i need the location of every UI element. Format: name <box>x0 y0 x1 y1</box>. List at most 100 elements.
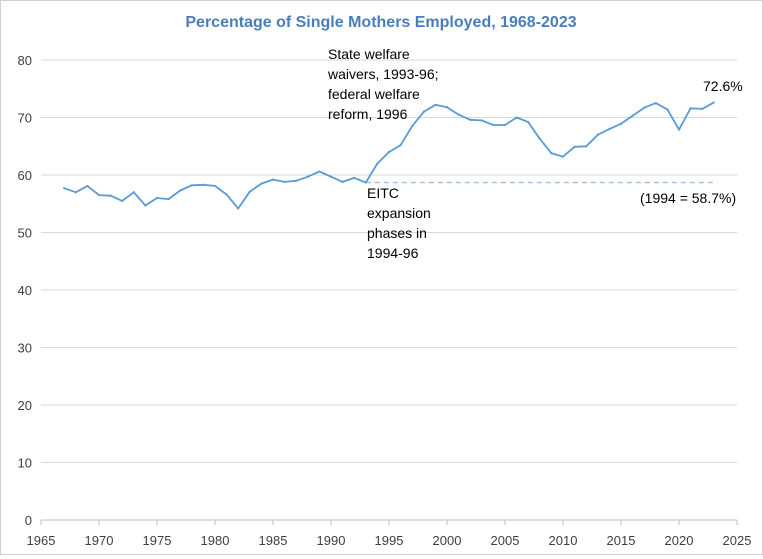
data-point <box>353 176 356 179</box>
data-point <box>480 119 483 122</box>
data-point <box>387 150 391 154</box>
data-point <box>318 170 321 173</box>
data-point <box>190 184 193 187</box>
data-point <box>527 121 530 124</box>
data-point <box>492 123 495 127</box>
y-tick-label: 50 <box>18 226 32 241</box>
welfare-annotation: State welfare waivers, 1993-96; federal … <box>327 46 442 122</box>
x-axis-ticks: 1965 1970 1975 1980 1985 1990 1995 2000 2005 2010… <box>27 533 752 548</box>
data-point <box>631 114 634 117</box>
welfare-line-1: State welfare <box>328 46 410 62</box>
data-point <box>202 183 205 186</box>
y-tick-label: 20 <box>18 398 32 413</box>
series-layer <box>63 101 715 210</box>
reference-label: (1994 = 58.7%) <box>640 190 736 206</box>
y-tick-label: 40 <box>18 283 32 298</box>
data-point <box>434 103 437 106</box>
data-point <box>469 118 472 121</box>
y-tick-label: 70 <box>18 111 32 126</box>
data-point <box>225 193 228 196</box>
x-tick-label: 2025 <box>723 533 752 548</box>
x-tick-label: 1965 <box>27 533 56 548</box>
data-point <box>550 152 553 155</box>
data-point <box>248 190 251 193</box>
x-tick-label: 2015 <box>607 533 636 548</box>
x-tick-label: 1990 <box>317 533 346 548</box>
data-point <box>561 155 565 158</box>
x-tick-label: 1970 <box>85 533 114 548</box>
x-tick-label: 1980 <box>201 533 230 548</box>
data-point <box>701 107 704 110</box>
data-point <box>457 113 460 116</box>
y-tick-label: 80 <box>18 53 32 68</box>
welfare-line-4: reform, 1996 <box>328 106 408 122</box>
data-point <box>97 194 101 197</box>
data-point <box>179 189 182 192</box>
x-tick-label: 2000 <box>433 533 462 548</box>
data-point <box>654 102 657 105</box>
data-point <box>422 110 425 113</box>
x-tick-label: 2010 <box>549 533 578 548</box>
data-point <box>712 101 715 104</box>
data-point <box>329 175 333 178</box>
data-point <box>445 106 449 109</box>
data-point <box>144 204 147 207</box>
data-point <box>364 181 367 184</box>
welfare-line-2: waivers, 1993-96; <box>327 66 439 82</box>
data-point <box>411 125 414 128</box>
axes <box>40 519 738 525</box>
data-point <box>643 106 646 109</box>
data-point <box>608 127 611 131</box>
data-point <box>538 137 541 140</box>
x-tick-label: 1995 <box>375 533 404 548</box>
data-point <box>306 175 309 178</box>
x-tick-label: 1985 <box>259 533 288 548</box>
y-tick-label: 10 <box>18 456 32 471</box>
data-point <box>155 196 159 200</box>
data-point <box>376 162 379 165</box>
data-point <box>596 133 599 136</box>
data-point <box>213 184 217 188</box>
data-point <box>295 179 298 182</box>
data-point <box>74 191 77 194</box>
data-point <box>167 198 170 201</box>
data-point <box>271 178 275 181</box>
data-point <box>121 199 124 202</box>
data-point <box>260 182 263 185</box>
data-point <box>619 122 623 125</box>
data-point <box>689 107 692 110</box>
x-tick-label: 2005 <box>491 533 520 548</box>
data-point <box>132 191 135 194</box>
eitc-line-1: EITC <box>367 185 399 201</box>
data-point <box>399 144 402 147</box>
data-point <box>283 180 286 183</box>
y-tick-label: 0 <box>25 513 32 528</box>
data-point <box>63 187 66 190</box>
data-point <box>515 116 518 119</box>
data-point <box>503 123 507 127</box>
data-point <box>573 145 576 148</box>
end-value-label: 72.6% <box>703 78 743 94</box>
data-point <box>237 207 240 210</box>
y-tick-label: 60 <box>18 168 32 183</box>
gridlines <box>41 59 737 463</box>
x-tick-label: 1975 <box>143 533 172 548</box>
data-point <box>677 128 681 131</box>
eitc-annotation: EITC expansion phases in 1994-96 <box>367 185 435 261</box>
data-point <box>341 180 344 183</box>
annotations: State welfare waivers, 1993-96; federal … <box>327 46 743 261</box>
data-point <box>666 108 669 111</box>
eitc-line-2: expansion <box>367 205 431 221</box>
y-tick-label: 30 <box>18 341 32 356</box>
chart-title: Percentage of Single Mothers Employed, 1… <box>185 14 576 31</box>
y-axis-ticks: 0 10 20 30 40 50 60 70 80 <box>18 53 32 528</box>
data-point <box>109 194 112 197</box>
eitc-line-4: 1994-96 <box>367 245 419 261</box>
data-point <box>86 184 89 188</box>
data-point <box>585 145 588 148</box>
x-tick-label: 2020 <box>665 533 694 548</box>
welfare-line-3: federal welfare <box>328 86 420 102</box>
eitc-line-3: phases in <box>367 225 427 241</box>
